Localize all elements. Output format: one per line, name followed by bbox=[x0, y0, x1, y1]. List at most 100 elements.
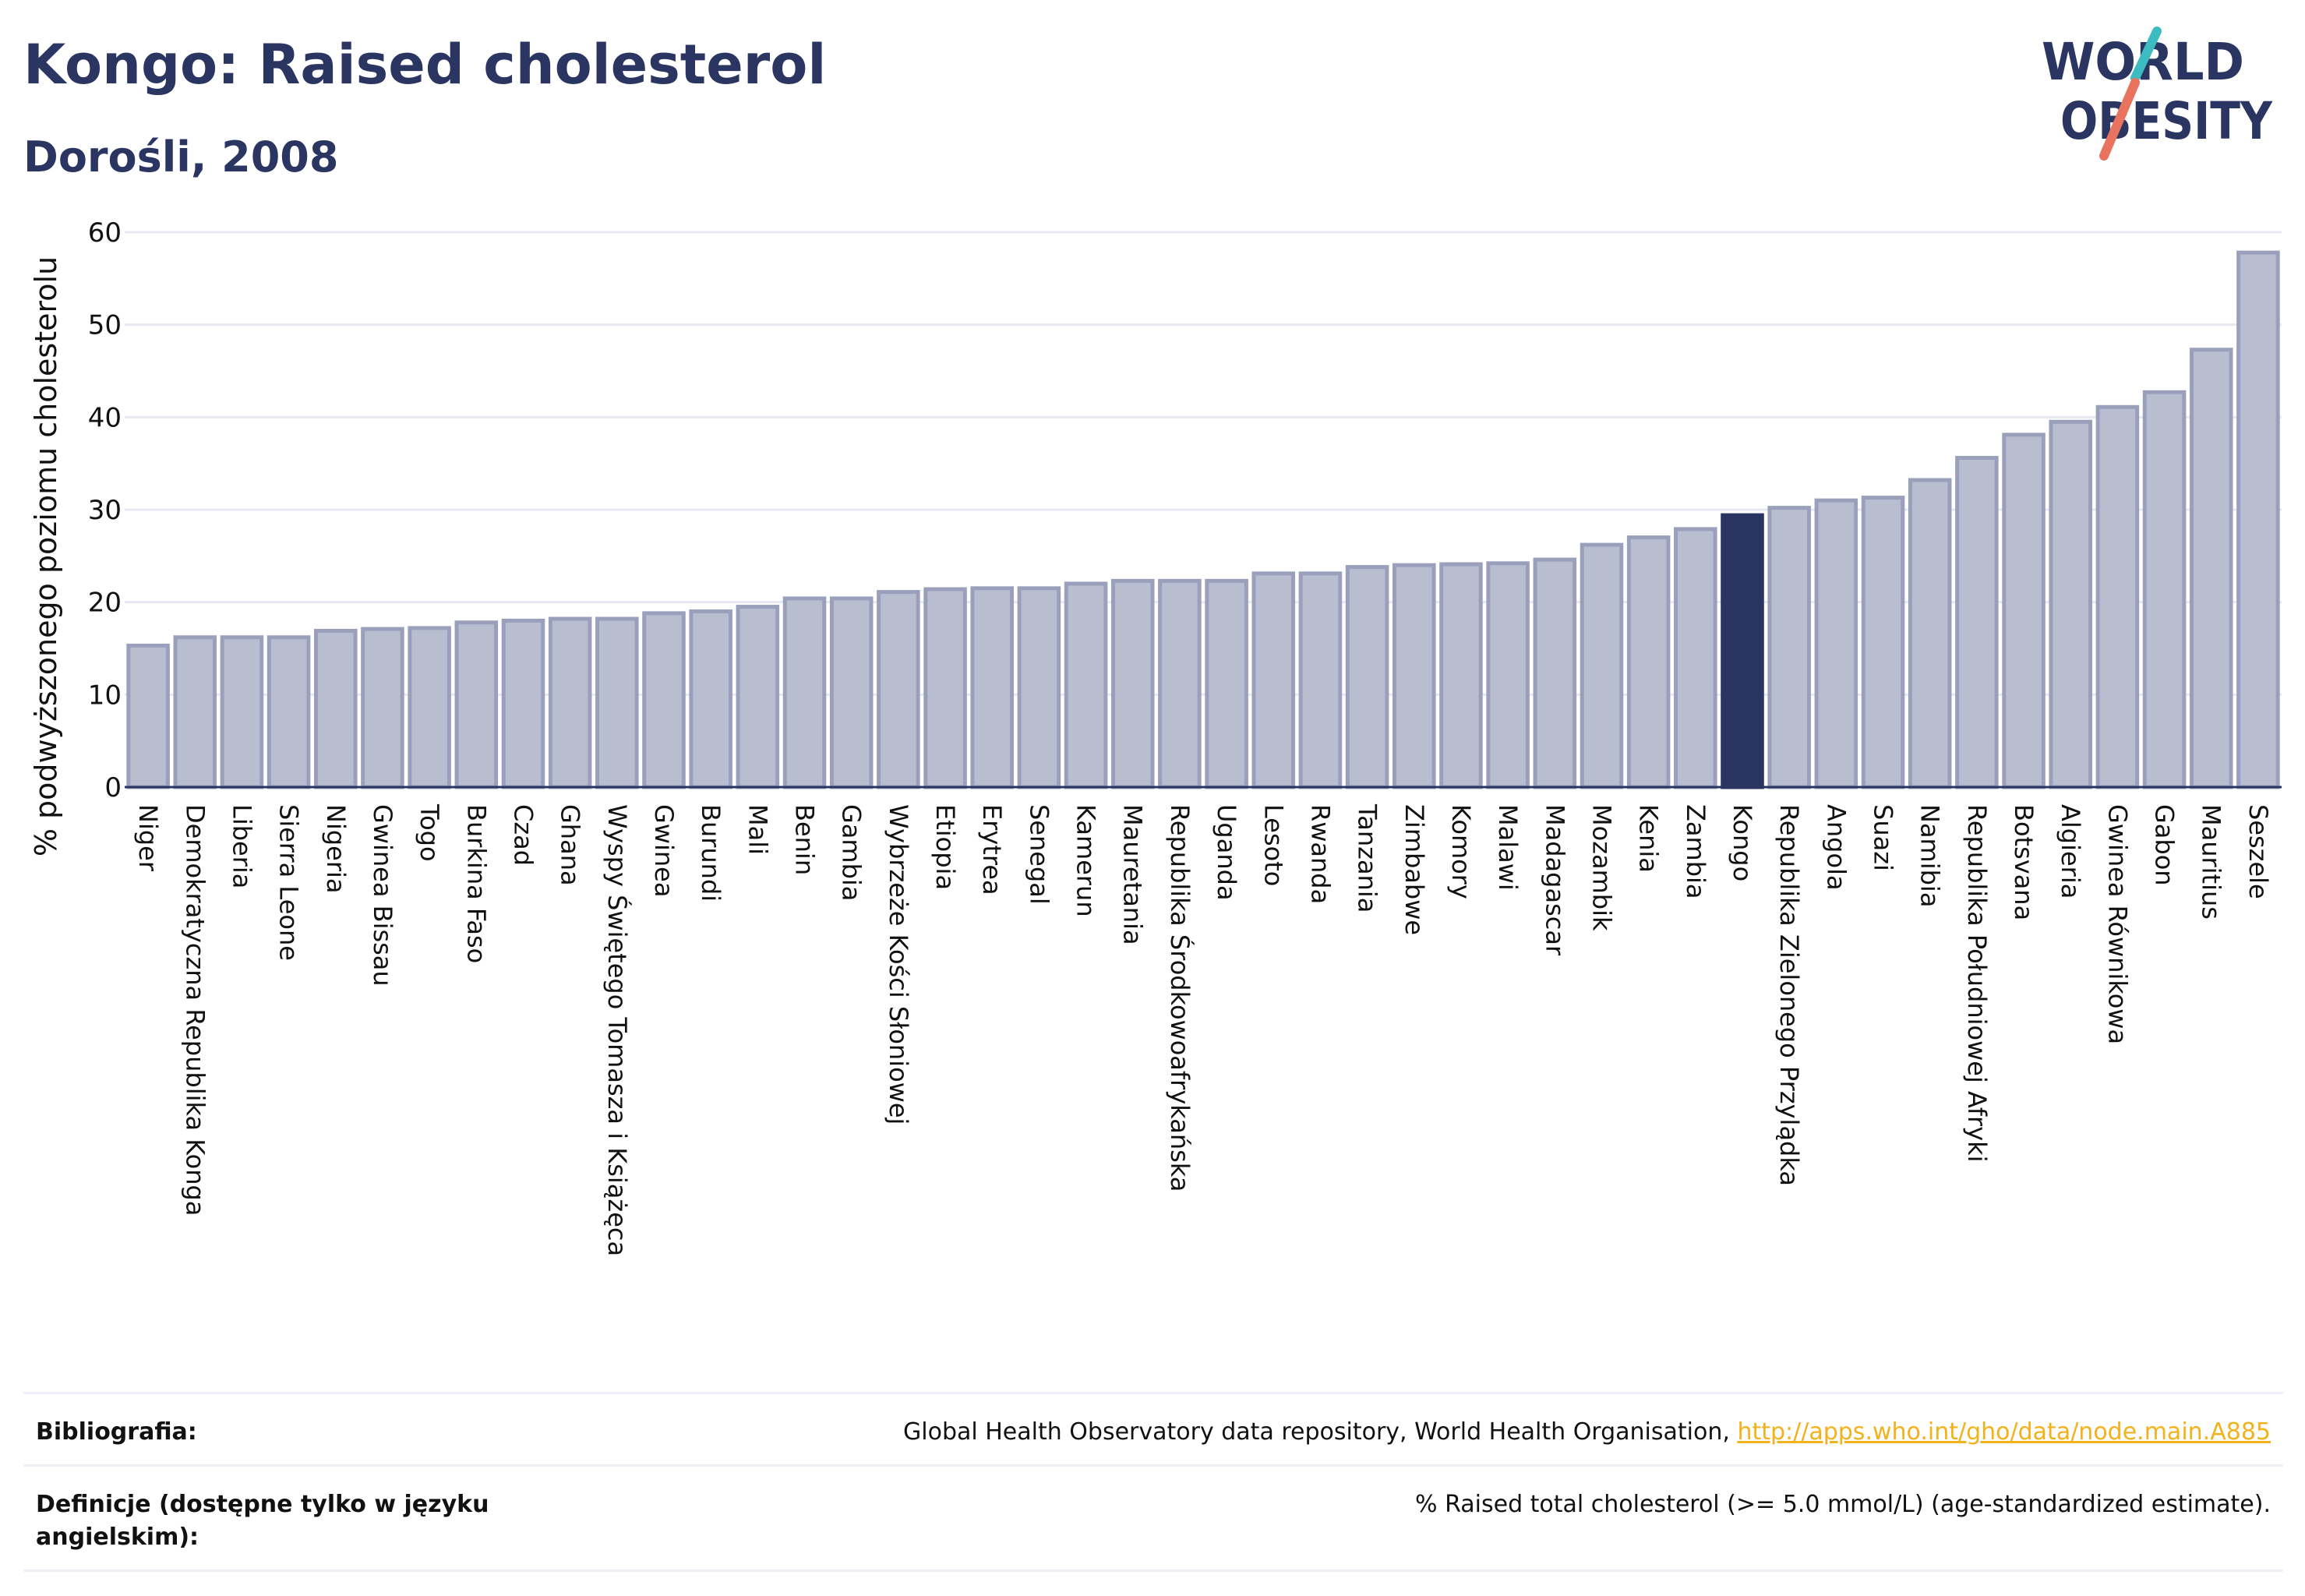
bar-republika-południowej-afryki bbox=[1955, 456, 1999, 789]
bar-namibia bbox=[1908, 478, 1952, 789]
bar-wyspy-świętego-tomasza-i-książęca bbox=[595, 616, 639, 789]
x-tick-label: Burundi bbox=[696, 804, 725, 902]
x-tick-label: Kamerun bbox=[1071, 804, 1101, 917]
source-link[interactable]: http://apps.who.int/gho/data/node.main.A… bbox=[1737, 1418, 2271, 1446]
definition-row: Definicje (dostępne tylko w języku angie… bbox=[23, 1464, 2283, 1572]
x-tick-label: Gwinea Równikowa bbox=[2102, 804, 2132, 1044]
y-axis-label: % podwyższonego poziomu cholesterolu bbox=[29, 256, 63, 856]
x-tick-label: Republika Środkowoafrykańska bbox=[1165, 804, 1195, 1192]
bar-erytrea bbox=[970, 586, 1014, 789]
y-tick-label: 60 bbox=[88, 217, 122, 249]
x-tick-label: Republika Zielonego Przylądka bbox=[1774, 804, 1804, 1186]
bar-lesoto bbox=[1251, 571, 1296, 789]
x-tick-label: Wyspy Świętego Tomasza i Książęca bbox=[602, 804, 633, 1256]
bar-kamerun bbox=[1064, 581, 1108, 789]
x-tick-label: Benin bbox=[790, 804, 820, 875]
x-tick-label: Sierra Leone bbox=[274, 804, 304, 961]
bar-botsvana bbox=[2002, 433, 2046, 789]
bar-burkina-faso bbox=[454, 620, 499, 789]
bar-senegal bbox=[1017, 586, 1061, 789]
bar-angola bbox=[1814, 498, 1858, 789]
bar-zambia bbox=[1674, 527, 1717, 789]
bar-gabon bbox=[2142, 390, 2187, 789]
world-obesity-logo: WORLD OBESITY bbox=[2042, 26, 2273, 161]
x-tick-label: Malawi bbox=[1493, 804, 1523, 891]
source-row: Bibliografia: Global Health Observatory … bbox=[23, 1392, 2283, 1464]
y-tick-label: 50 bbox=[88, 310, 122, 341]
y-tick-label: 40 bbox=[88, 402, 122, 433]
x-tick-label: Wybrzeże Kości Słoniowej bbox=[884, 804, 913, 1125]
chart-subtitle: Dorośli, 2008 bbox=[23, 132, 339, 182]
x-axis-labels: Niger Demokratyczna Republika Konga Liberi… bbox=[133, 803, 2273, 1256]
source-label: Bibliografia: bbox=[36, 1418, 197, 1446]
x-tick-label: Madagascar bbox=[1540, 804, 1569, 956]
x-tick-label: Demokratyczna Republika Konga bbox=[180, 804, 210, 1216]
bar-togo bbox=[408, 626, 451, 789]
x-tick-label: Namibia bbox=[1915, 804, 1945, 907]
bar-liberia bbox=[220, 635, 264, 789]
x-tick-label: Angola bbox=[1821, 804, 1851, 891]
bar-kongo bbox=[1721, 513, 1764, 789]
bar-mali bbox=[736, 605, 780, 789]
bar-suazi bbox=[1861, 496, 1905, 789]
y-tick-label: 10 bbox=[88, 680, 122, 711]
x-tick-label: Czad bbox=[508, 804, 538, 866]
x-tick-label: Komory bbox=[1446, 804, 1476, 899]
x-tick-label: Lesoto bbox=[1258, 804, 1288, 886]
x-tick-label: Mauritius bbox=[2197, 804, 2226, 920]
x-tick-label: Burkina Faso bbox=[461, 804, 491, 963]
bar-zimbabwe bbox=[1393, 563, 1436, 789]
bar-burundi bbox=[689, 609, 732, 789]
x-tick-label: Seszele bbox=[2243, 804, 2273, 899]
x-tick-label: Botsvana bbox=[2009, 804, 2038, 920]
bar-seszele bbox=[2236, 250, 2280, 789]
chart-title: Kongo: Raised cholesterol bbox=[23, 33, 827, 97]
bar-komory bbox=[1439, 562, 1483, 789]
bar-niger bbox=[126, 643, 170, 789]
x-tick-label: Algieria bbox=[2056, 804, 2085, 899]
bar-rwanda bbox=[1298, 571, 1343, 789]
bar-ghana bbox=[548, 616, 592, 789]
source-text: Global Health Observatory data repositor… bbox=[903, 1418, 1738, 1446]
y-tick-label: 30 bbox=[88, 495, 122, 526]
bar-republika-zielonego-przylądka bbox=[1767, 506, 1811, 789]
bar-nigeria bbox=[314, 628, 358, 789]
x-tick-label: Erytrea bbox=[977, 804, 1007, 895]
x-tick-label: Ghana bbox=[556, 804, 585, 886]
x-tick-label: Gambia bbox=[837, 804, 867, 901]
x-tick-label: Uganda bbox=[1212, 804, 1241, 901]
x-tick-label: Mozambik bbox=[1587, 804, 1616, 931]
bar-uganda bbox=[1205, 578, 1248, 789]
bar-benin bbox=[782, 596, 827, 789]
bar-kenia bbox=[1626, 535, 1671, 789]
y-tick-label: 20 bbox=[88, 588, 122, 619]
x-tick-label: Gabon bbox=[2150, 804, 2180, 886]
bar-tanzania bbox=[1345, 565, 1389, 789]
y-tick-label: 0 bbox=[104, 772, 122, 803]
logo-slash-teal bbox=[2130, 26, 2162, 83]
x-tick-label: Kongo bbox=[1728, 804, 1757, 881]
logo-slash-coral bbox=[2099, 78, 2140, 161]
x-tick-label: Republika Południowej Afryki bbox=[1962, 804, 1992, 1163]
bar-algieria bbox=[2049, 419, 2092, 789]
x-tick-label: Mali bbox=[743, 804, 772, 855]
x-tick-label: Zambia bbox=[1681, 804, 1710, 899]
x-tick-label: Niger bbox=[133, 804, 163, 872]
bar-wybrzeże-kości-słoniowej bbox=[877, 590, 920, 789]
x-tick-label: Senegal bbox=[1024, 804, 1054, 905]
logo-text-line2: OBESITY bbox=[2060, 91, 2273, 151]
x-tick-label: Rwanda bbox=[1305, 804, 1335, 904]
bar-demokratyczna-republika-konga bbox=[173, 635, 217, 789]
bar-gwinea bbox=[642, 611, 686, 789]
bar-etiopia bbox=[923, 587, 967, 789]
bars bbox=[126, 250, 2280, 789]
x-tick-label: Suazi bbox=[1869, 804, 1898, 871]
bar-czad bbox=[501, 618, 545, 789]
bar-madagascar bbox=[1533, 557, 1577, 789]
bar-sierra-leone bbox=[267, 635, 311, 789]
bar-gwinea-równikowa bbox=[2095, 404, 2140, 789]
bar-mozambik bbox=[1580, 542, 1624, 789]
definition-value: % Raised total cholesterol (>= 5.0 mmol/… bbox=[1415, 1491, 2271, 1518]
y-axis-ticks: 0 10 20 30 40 50 60 bbox=[88, 217, 122, 803]
x-tick-label: Zimbabwe bbox=[1400, 804, 1429, 935]
